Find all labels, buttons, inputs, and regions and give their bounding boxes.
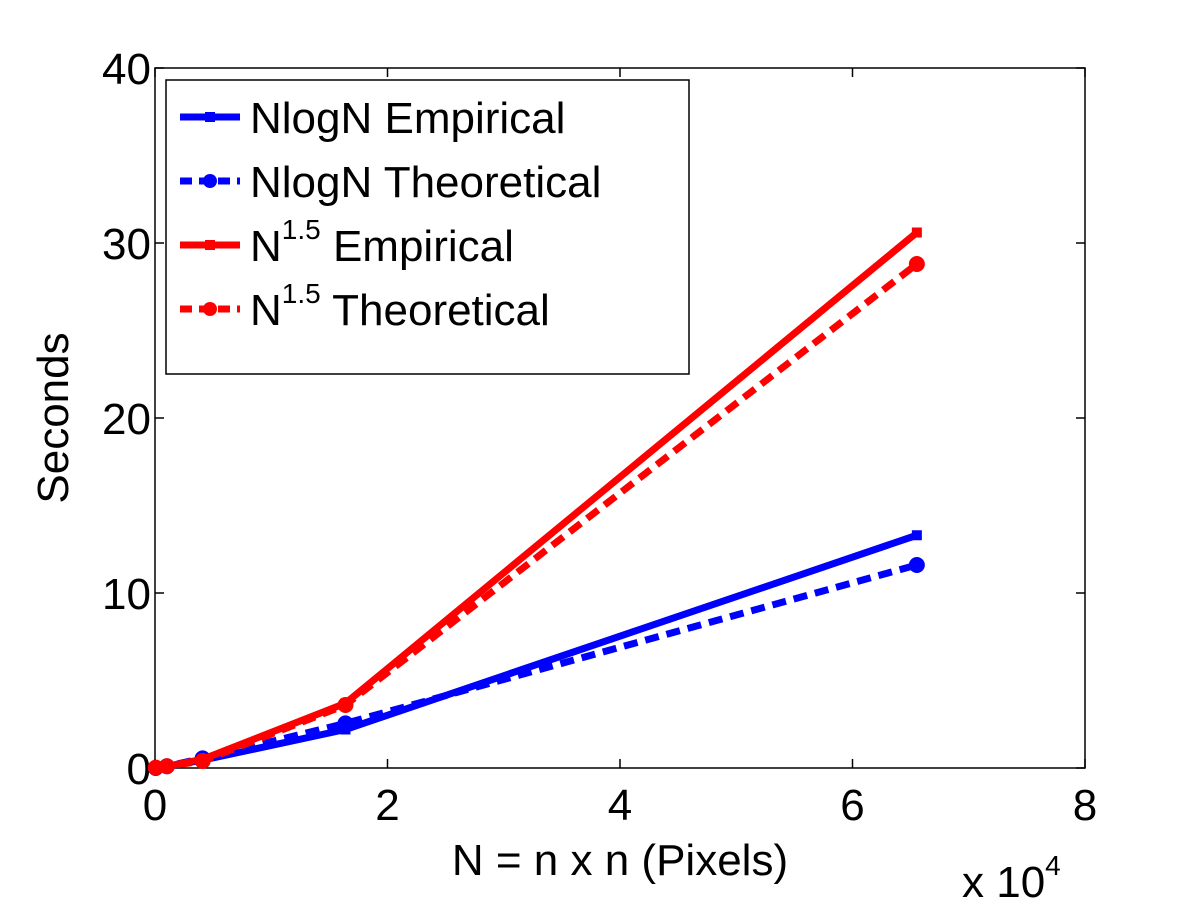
legend-label-rest: Empirical bbox=[321, 222, 514, 271]
legend-label-rest: Theoretical bbox=[321, 286, 550, 335]
y-tick-label: 0 bbox=[127, 745, 151, 794]
legend-label-base: NlogN Theoretical bbox=[250, 158, 601, 207]
x-multiplier-base: x 10 bbox=[962, 858, 1045, 900]
series-group bbox=[147, 227, 925, 776]
x-tick-label: 8 bbox=[1073, 781, 1097, 830]
legend-swatch-marker bbox=[203, 174, 217, 188]
legend-label-base: N bbox=[250, 222, 282, 271]
legend-item: N1.5 Empirical bbox=[180, 214, 514, 271]
legend-item: N1.5 Theoretical bbox=[180, 278, 550, 335]
y-axis-label: Seconds bbox=[29, 332, 78, 503]
x-axis-multiplier: x 104 bbox=[962, 850, 1061, 900]
data-point bbox=[908, 557, 925, 573]
data-point bbox=[911, 530, 922, 541]
x-tick-label: 0 bbox=[143, 781, 167, 830]
data-point bbox=[908, 256, 925, 272]
legend-label: N1.5 Theoretical bbox=[250, 278, 550, 335]
legend-box bbox=[165, 79, 690, 375]
y-tick-label: 30 bbox=[102, 220, 151, 269]
legend-swatch-marker bbox=[205, 240, 215, 250]
x-tick-label: 6 bbox=[840, 781, 864, 830]
legend-label-base: N bbox=[250, 286, 282, 335]
data-point bbox=[911, 227, 922, 238]
legend-label-exponent: 1.5 bbox=[282, 214, 321, 245]
legend-item: NlogN Theoretical bbox=[180, 158, 601, 207]
legend-swatch-marker bbox=[203, 302, 217, 316]
y-tick-label: 10 bbox=[102, 570, 151, 619]
x-tick-label: 2 bbox=[375, 781, 399, 830]
data-point bbox=[337, 715, 354, 732]
x-tick-label: 4 bbox=[608, 781, 632, 830]
y-tick-label: 40 bbox=[102, 45, 151, 94]
legend-label: N1.5 Empirical bbox=[250, 214, 514, 271]
legend-label: NlogN Theoretical bbox=[250, 158, 601, 207]
x-multiplier-exponent: 4 bbox=[1045, 850, 1061, 881]
legend-label: NlogN Empirical bbox=[250, 94, 565, 143]
legend-label-exponent: 1.5 bbox=[282, 278, 321, 309]
series-3 bbox=[147, 256, 925, 776]
data-point bbox=[337, 697, 354, 713]
x-axis-label: N = n x n (Pixels) bbox=[452, 836, 788, 885]
data-point bbox=[158, 758, 175, 775]
legend-item: NlogN Empirical bbox=[180, 94, 565, 143]
data-point bbox=[194, 753, 211, 769]
legend-swatch-marker bbox=[205, 112, 215, 122]
legend-label-base: NlogN Empirical bbox=[250, 94, 565, 143]
y-tick-label: 20 bbox=[102, 395, 151, 444]
